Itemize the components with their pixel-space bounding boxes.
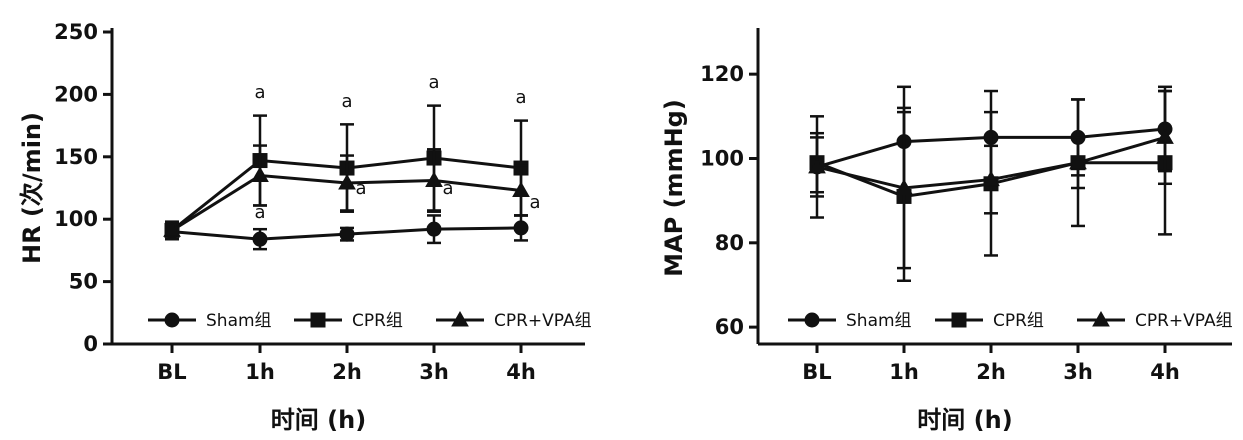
hr-x-tick-label: 2h (332, 360, 362, 384)
map-legend-triangle-label: CPR+VPA组 (1135, 311, 1233, 331)
hr-y-tick-label: 150 (54, 145, 98, 169)
hr-circle-point (339, 226, 355, 242)
hr-y-tick-label: 250 (54, 20, 98, 44)
hr-legend-circle-marker (164, 312, 180, 328)
hr-legend-triangle-label: CPR+VPA组 (494, 311, 592, 331)
map-triangle-point (1156, 128, 1174, 144)
map-y-axis-title: MAP (mmHg) (660, 99, 688, 277)
hr-x-tick-label: 3h (419, 360, 449, 384)
hr-y-tick-label: 0 (83, 332, 98, 356)
hr-y-tick-label: 200 (54, 82, 98, 106)
hr-significance-label: a (254, 82, 265, 103)
hr-significance-label: a (442, 178, 453, 199)
hr-x-axis-title: 时间 (h) (271, 406, 366, 434)
hr-triangle-point (425, 171, 443, 188)
hr-significance-label: a (355, 178, 366, 199)
map-x-axis-title: 时间 (h) (917, 406, 1012, 434)
map-legend-square-label: CPR组 (993, 311, 1044, 331)
map-y-tick-label: 120 (700, 62, 744, 86)
map-y-tick-label: 100 (700, 146, 744, 170)
hr-circle-point (252, 231, 268, 247)
map-x-tick-label: 2h (976, 360, 1006, 384)
map-triangle-point (1069, 153, 1087, 170)
map-x-tick-label: 3h (1063, 360, 1093, 384)
hr-significance-label: a (428, 72, 439, 93)
map-y-tick-label: 60 (715, 315, 744, 339)
hr-triangle-point (338, 174, 356, 190)
map-legend-triangle-marker (1092, 310, 1110, 327)
hr-y-axis-title: HR (次/min) (18, 112, 46, 264)
hr-significance-label: a (515, 87, 526, 108)
hr-x-tick-label: 1h (245, 360, 275, 384)
map-triangle-point (982, 170, 1000, 187)
map-x-tick-label: BL (802, 360, 831, 384)
map-triangle-point (808, 157, 826, 174)
hr-x-tick-label: 4h (506, 360, 536, 384)
hr-x-tick-label: BL (157, 360, 186, 384)
hr-triangle-point (512, 181, 530, 197)
hr-circle-point (426, 221, 442, 237)
hr-triangle-point (251, 166, 269, 183)
hr-significance-label: a (254, 202, 265, 223)
hr-circle-point (513, 220, 529, 236)
hr-legend-circle-label: Sham组 (206, 311, 272, 331)
hr-legend-triangle-marker (451, 310, 469, 327)
map-legend-circle-label: Sham组 (846, 311, 912, 331)
hr-legend-square-label: CPR组 (352, 311, 403, 331)
hr-significance-label: a (341, 91, 352, 112)
map-chart-panel: 60 80 100 120 BL 1h 2h 3h 4h 时间 (h) MAP (mmHg) Sham… (660, 28, 1233, 434)
map-legend-circle-marker (804, 312, 820, 328)
hr-y-tick-label: 100 (54, 207, 98, 231)
hr-chart-panel: 0 50 100 150 200 250 BL 1h 2h 3h 4h 时间 (h) HR (次/min… (18, 20, 592, 434)
hr-triangle-point (163, 221, 181, 237)
map-legend-square-marker (951, 312, 967, 328)
map-x-tick-label: 1h (889, 360, 919, 384)
hr-legend-square-marker (310, 312, 326, 328)
map-y-tick-label: 80 (715, 231, 744, 255)
hr-y-tick-label: 50 (69, 270, 98, 294)
map-triangle-point (895, 178, 913, 195)
map-x-tick-label: 4h (1150, 360, 1180, 384)
hr-significance-label: a (529, 192, 540, 213)
